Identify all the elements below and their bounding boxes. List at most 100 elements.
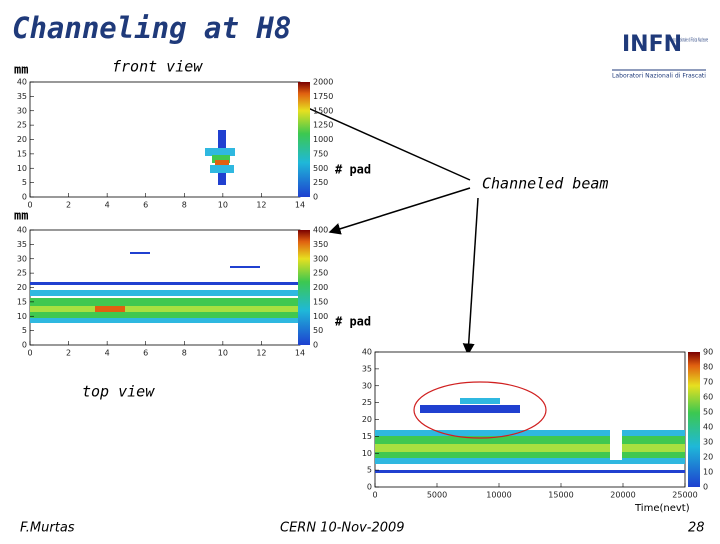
y-tick-label: 15 [362, 432, 372, 441]
y-unit: mm [14, 209, 28, 223]
heatmap-cell [375, 444, 685, 452]
y-tick-label: 35 [17, 240, 27, 249]
heatmap-cell [375, 470, 685, 473]
plot-frame [374, 351, 686, 488]
scale-label: 1750 [313, 92, 333, 101]
scale-label: 20 [703, 453, 713, 462]
y-tick-label: 0 [22, 341, 27, 350]
scale-label: 100 [313, 312, 328, 321]
x-tick-label: 4 [105, 349, 110, 358]
x-tick-label: 15000 [548, 491, 573, 500]
heatmap-cell [420, 405, 520, 413]
y-tick-label: 5 [22, 326, 27, 335]
y-tick-label: 15 [17, 149, 27, 158]
scale-label: 0 [313, 193, 318, 202]
scale-label: 1250 [313, 121, 333, 130]
x-tick-label: 2 [66, 349, 71, 358]
scale-label: 0 [703, 483, 708, 492]
scale-label: 150 [313, 297, 328, 306]
plot-frame [29, 81, 301, 198]
x-tick-label: 10 [218, 349, 228, 358]
x-tick-label: 2 [66, 201, 71, 210]
x-tick-label: 12 [256, 201, 266, 210]
footer-event: CERN 10-Nov-2009 [280, 521, 405, 536]
y-tick-label: 25 [17, 269, 27, 278]
color-scale [688, 352, 700, 487]
y-tick-label: 30 [362, 381, 372, 390]
scale-label: 80 [703, 363, 713, 372]
x-tick-label: 8 [182, 201, 187, 210]
scale-label: 50 [313, 326, 323, 335]
scale-label: 250 [313, 269, 328, 278]
y-tick-label: 15 [17, 297, 27, 306]
annotation: Channeled beam [482, 175, 608, 193]
heatmap-cell [210, 165, 234, 173]
x-tick-label: 0 [372, 491, 377, 500]
scale-label: 70 [703, 378, 713, 387]
heatmap-cell [215, 160, 229, 165]
scale-label: 40 [703, 423, 713, 432]
logo-lab: Laboratori Nazionali di Frascati [612, 73, 706, 80]
scale-label: 300 [313, 254, 328, 263]
x-tick-label: 0 [27, 349, 32, 358]
color-scale [298, 82, 310, 197]
scale-label: 750 [313, 149, 328, 158]
heatmap-cell [30, 290, 300, 296]
x-unit: # pad [335, 163, 371, 177]
heatmap-cell [375, 452, 685, 458]
x-tick-label: 25000 [672, 491, 697, 500]
x-tick-label: 5000 [427, 491, 447, 500]
scale-label: 250 [313, 178, 328, 187]
heatmap-cell [610, 430, 622, 460]
y-tick-label: 40 [362, 348, 372, 357]
heatmap-cell [218, 173, 226, 185]
x-tick-label: 10 [218, 201, 228, 210]
logo-subtitle: Istituto Nazionale di Fisica Nucleare [668, 38, 708, 44]
y-tick-label: 40 [17, 226, 27, 235]
x-tick-label: 6 [143, 201, 148, 210]
color-scale [298, 230, 310, 345]
heatmap-cell [212, 155, 230, 163]
y-tick-label: 25 [362, 398, 372, 407]
plot-label: top view [82, 383, 155, 401]
logo-name: INFN [622, 32, 682, 57]
heatmap-cell [30, 282, 300, 285]
y-tick-label: 5 [22, 178, 27, 187]
scale-label: 1500 [313, 106, 333, 115]
scale-label: 0 [313, 341, 318, 350]
scale-label: 350 [313, 240, 328, 249]
heatmap-cell [218, 130, 226, 148]
heatmap-cell [130, 252, 150, 254]
y-unit: mm [14, 63, 28, 77]
x-tick-label: 6 [143, 349, 148, 358]
x-unit: Time(nevt) [634, 503, 690, 514]
scale-label: 1000 [313, 135, 333, 144]
title: Channeling at H8 [12, 11, 291, 45]
x-tick-label: 8 [182, 349, 187, 358]
logo: INFN Istituto Nazionale di Fisica Nuclea… [612, 32, 708, 80]
scale-label: 400 [313, 226, 328, 235]
heatmap-cell [30, 298, 300, 306]
y-tick-label: 30 [17, 106, 27, 115]
x-tick-label: 14 [295, 349, 305, 358]
x-tick-label: 20000 [610, 491, 635, 500]
scale-label: 90 [703, 348, 713, 357]
x-tick-label: 14 [295, 201, 305, 210]
y-tick-label: 20 [362, 415, 372, 424]
y-tick-label: 0 [367, 483, 372, 492]
plot-frame [29, 229, 301, 346]
y-tick-label: 35 [362, 364, 372, 373]
y-tick-label: 0 [22, 193, 27, 202]
y-tick-label: 20 [17, 135, 27, 144]
x-tick-label: 0 [27, 201, 32, 210]
y-tick-label: 30 [17, 254, 27, 263]
scale-label: 500 [313, 164, 328, 173]
x-tick-label: 10000 [486, 491, 511, 500]
y-tick-label: 10 [17, 164, 27, 173]
plot-label: front view [112, 58, 203, 76]
heatmap-cell [375, 436, 685, 444]
y-tick-label: 5 [367, 466, 372, 475]
heatmap-cell [375, 430, 685, 436]
heatmap-cell [205, 148, 235, 156]
